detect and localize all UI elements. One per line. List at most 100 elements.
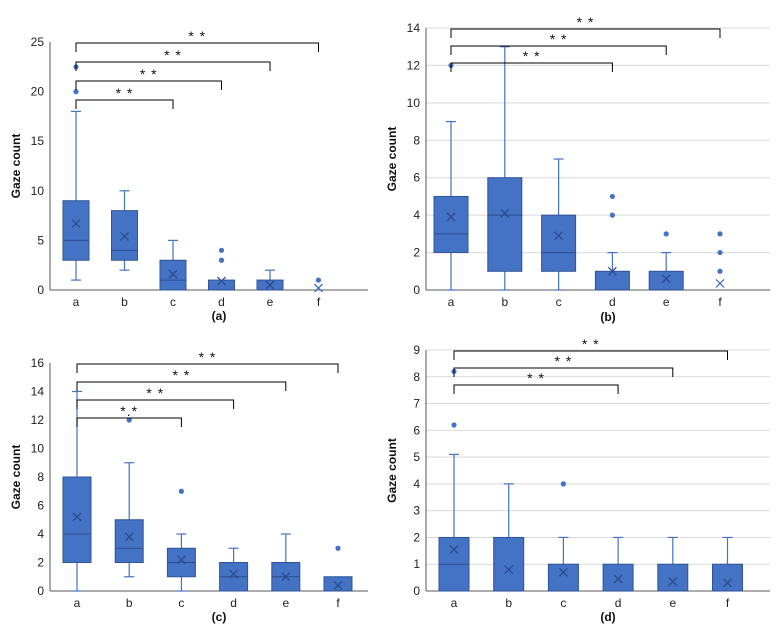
mean-marker: [668, 577, 678, 587]
outlier-point: [178, 488, 184, 494]
x-tick-label: d: [615, 596, 622, 610]
box-d: [208, 247, 235, 291]
y-axis-title: Gaze count: [385, 438, 399, 503]
x-tick-label: d: [609, 295, 616, 309]
significance-label: * *: [188, 28, 206, 44]
mean-marker: [500, 208, 510, 218]
significance-bracket: * *: [450, 31, 667, 55]
bracket-line: [75, 99, 174, 109]
box-body: [111, 210, 138, 261]
box-b: [114, 417, 144, 578]
box-b: [487, 46, 523, 291]
y-tick-label: 2: [37, 556, 44, 570]
outlier-point: [609, 193, 616, 200]
mean-marker: [281, 572, 291, 582]
y-tick-label: 10: [31, 184, 45, 198]
outlier-point: [717, 268, 723, 274]
box-c: [159, 239, 187, 291]
significance-bracket: * *: [75, 28, 319, 52]
box-body: [712, 563, 743, 592]
outlier-point: [609, 212, 616, 218]
y-tick-label: 0: [413, 584, 420, 598]
significance-label: * *: [577, 14, 595, 30]
x-tick-label: c: [556, 295, 562, 309]
x-tick-label: a: [73, 295, 80, 309]
significance-bracket: * *: [76, 367, 287, 391]
panel-d: 0 1 2 3 4 5 6 7 8 9 Gaze count (d) a b c d e f * * * * * *: [385, 336, 770, 624]
box-d: [594, 193, 630, 291]
x-tick-label: e: [267, 295, 274, 309]
significance-bracket: * *: [75, 47, 271, 71]
box-f: [314, 277, 323, 293]
x-tick-label: a: [74, 596, 81, 610]
box-body: [594, 270, 630, 291]
y-tick-label: 0: [37, 283, 44, 297]
significance-bracket: * *: [75, 66, 222, 90]
significance-label: * *: [140, 66, 158, 82]
box-e: [271, 533, 301, 592]
y-tick-label: 1: [413, 557, 420, 571]
mean-marker: [449, 545, 459, 554]
bracket-line: [76, 363, 339, 373]
box-b: [493, 483, 525, 592]
box-body: [547, 563, 579, 592]
x-tick-label: b: [126, 596, 133, 610]
y-tick-label: 20: [31, 85, 45, 99]
y-tick-label: 6: [37, 499, 44, 513]
y-axis-title: Gaze count: [385, 127, 399, 192]
panel-caption: (d): [600, 610, 615, 624]
outlier-point: [335, 545, 341, 551]
significance-label: * *: [582, 336, 600, 352]
mean-marker: [72, 512, 82, 522]
box-body: [648, 270, 684, 291]
bracket-line: [75, 80, 222, 90]
mean-marker: [607, 266, 617, 276]
x-tick-label: e: [282, 596, 289, 610]
panel-caption: (c): [212, 610, 227, 624]
x-tick-label: f: [336, 596, 340, 610]
x-tick-label: c: [178, 596, 184, 610]
y-tick-label: 3: [413, 504, 420, 518]
x-tick-label: f: [718, 295, 722, 309]
outlier-point: [663, 231, 669, 237]
y-tick-label: 16: [31, 356, 45, 370]
box-body: [487, 177, 523, 272]
box-f: [712, 536, 743, 592]
outlier-point: [218, 257, 225, 263]
bracket-line: [76, 381, 287, 391]
y-tick-label: 5: [413, 450, 420, 464]
mean-marker: [217, 276, 226, 286]
x-tick-label: a: [448, 295, 455, 309]
mean-marker: [124, 532, 134, 542]
y-tick-label: 2: [413, 246, 420, 260]
y-axis-title: Gaze count: [9, 445, 23, 510]
y-tick-label: 6: [413, 423, 420, 437]
y-tick-label: 5: [37, 233, 44, 247]
y-tick-label: 15: [31, 134, 45, 148]
box-body: [657, 563, 689, 592]
significance-label: * *: [555, 353, 573, 369]
mean-marker: [446, 212, 456, 222]
mean-marker: [120, 231, 129, 241]
box-a: [62, 390, 92, 592]
panel-b: 0 2 4 6 8 10 12 14 Gaze count (b) a b c d e f * * * * * *: [385, 14, 770, 324]
significance-bracket: * *: [76, 385, 235, 409]
mean-marker: [661, 274, 671, 284]
mean-marker: [558, 567, 568, 577]
outlier-point: [315, 277, 322, 283]
significance-label: * *: [527, 370, 545, 386]
box-d: [219, 547, 249, 592]
mean-marker: [613, 574, 623, 584]
significance-bracket: * *: [76, 349, 339, 373]
x-tick-label: c: [170, 295, 176, 309]
outlier-point: [717, 231, 723, 237]
mean-marker: [314, 283, 323, 293]
x-tick-label: b: [505, 596, 512, 610]
box-body: [433, 195, 469, 254]
mean-marker: [715, 278, 725, 288]
box-body: [541, 214, 577, 272]
outlier-point: [560, 481, 567, 487]
y-tick-label: 7: [413, 397, 420, 411]
x-tick-label: d: [230, 596, 237, 610]
box-e: [256, 269, 284, 291]
